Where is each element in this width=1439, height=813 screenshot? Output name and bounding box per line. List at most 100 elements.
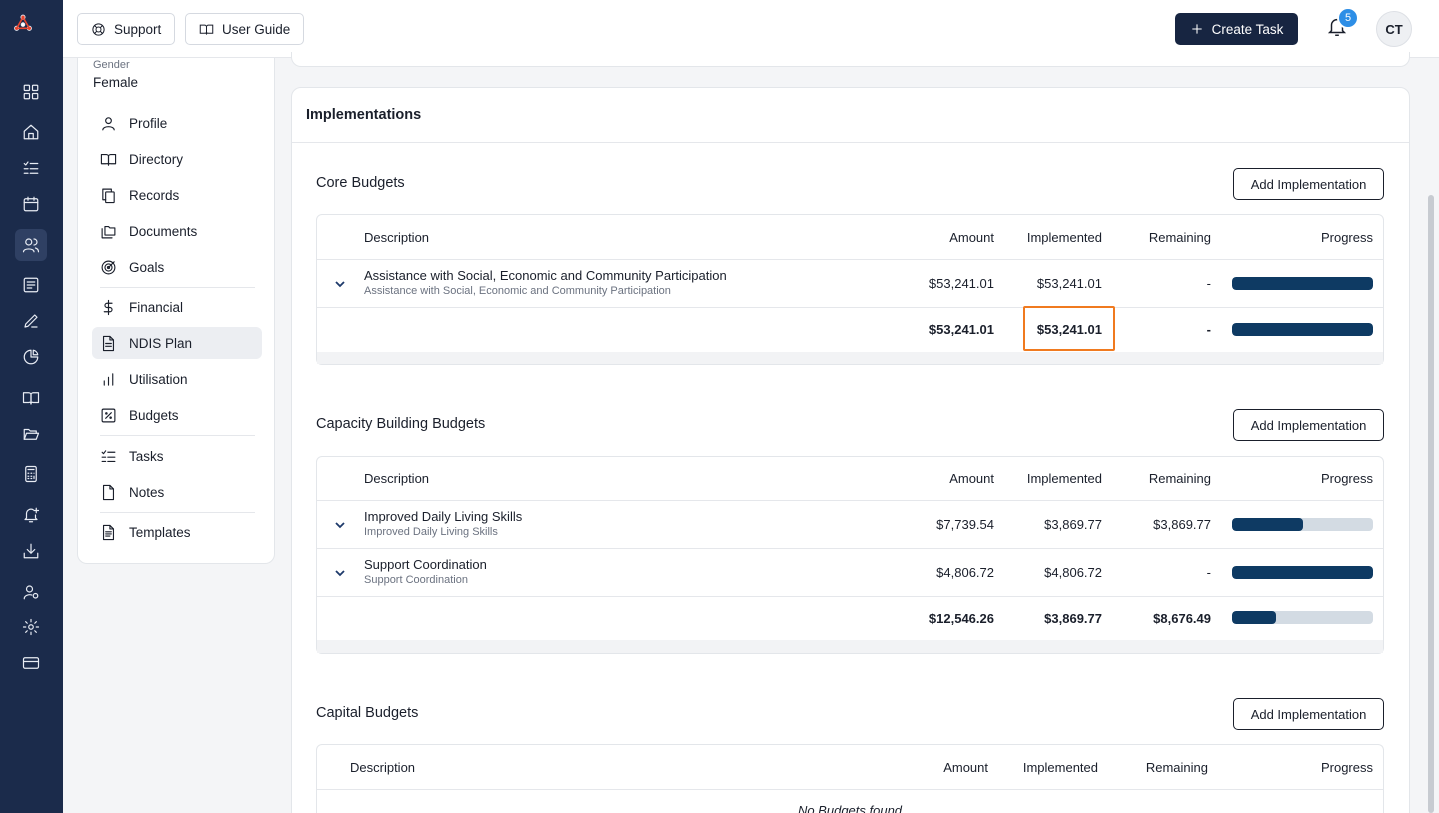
checklist-icon[interactable] [15,152,47,184]
row-amount: $53,241.01 [928,276,994,291]
row-remaining: - [1206,565,1211,580]
table-header: Description Amount Implemented Remaining… [317,457,1383,500]
download-icon[interactable] [15,535,47,567]
empty-row: No Budgets found [317,789,1383,813]
client-nav-card: Gender Female Profile Directory Records … [77,58,275,564]
pie-chart-icon[interactable] [15,341,47,373]
col-remaining: Remaining [1148,471,1211,486]
bell-plus-icon[interactable] [15,499,47,531]
row-implemented: $3,869.77 [1044,517,1102,532]
lifebuoy-icon [92,22,105,36]
nav-item-financial[interactable]: Financial [92,291,262,323]
col-remaining: Remaining [1145,760,1208,775]
calculator-icon[interactable] [15,458,47,490]
row-subtitle: Support Coordination [364,574,468,586]
user-avatar[interactable]: CT [1376,11,1412,47]
user-guide-button[interactable]: User Guide [185,13,305,45]
row-name: Improved Daily Living Skills [364,509,523,524]
folders-icon [101,225,116,238]
list-checks-icon [101,449,116,462]
col-progress: Progress [1320,760,1373,775]
add-implementation-button[interactable]: Add Implementation [1233,698,1384,730]
credit-card-icon[interactable] [15,647,47,679]
total-implemented: $53,241.01 [1036,322,1102,337]
progress-fill [1232,611,1276,624]
target-icon [101,260,116,274]
nav-item-notes[interactable]: Notes [92,476,262,508]
table-row[interactable]: Support Coordination Support Coordinatio… [317,548,1383,596]
col-amount: Amount [949,471,994,486]
nav-item-label: Goals [129,259,165,275]
progress-fill [1232,323,1373,336]
nav-item-label: Records [129,187,180,203]
progress-fill [1232,277,1373,290]
total-remaining: $8,676.49 [1153,611,1211,626]
nav-item-label: Budgets [129,407,179,423]
add-implementation-button[interactable]: Add Implementation [1233,409,1384,441]
dashboard-icon[interactable] [15,76,47,108]
chevron-down-icon[interactable] [334,278,346,290]
col-progress: Progress [1320,230,1373,245]
chevron-down-icon[interactable] [334,567,346,579]
clients-icon[interactable] [15,229,47,261]
page-scrollbar[interactable] [1428,195,1434,813]
chevron-down-icon[interactable] [334,519,346,531]
nav-item-directory[interactable]: Directory [92,143,262,175]
nav-item-tasks[interactable]: Tasks [92,440,262,472]
nav-item-label: Directory [129,151,184,167]
col-description: Description [364,230,430,245]
user-icon [102,116,115,130]
book-open-icon[interactable] [15,382,47,414]
row-subtitle: Improved Daily Living Skills [364,526,498,538]
pen-icon[interactable] [15,305,47,337]
file-lines-icon [102,524,115,540]
user-guide-label: User Guide [222,21,291,37]
nav-item-templates[interactable]: Templates [92,516,262,548]
progress-bar [1232,518,1373,531]
nav-item-label: Documents [129,223,198,239]
total-implemented: $3,869.77 [1044,611,1102,626]
nav-item-budgets[interactable]: Budgets [92,399,262,431]
table-header: Description Amount Implemented Remaining… [317,745,1383,789]
table-row[interactable]: Assistance with Social, Economic and Com… [317,259,1383,307]
home-icon[interactable] [15,116,47,148]
highlight-box [1023,306,1115,351]
app-logo-icon[interactable] [14,14,48,48]
progress-bar [1232,277,1373,290]
capacity-budgets-title: Capacity Building Budgets [316,416,486,432]
nav-item-goals[interactable]: Goals [92,251,262,283]
total-row: $53,241.01 $53,241.01 - [317,307,1383,351]
nav-item-utilisation[interactable]: Utilisation [92,363,262,395]
support-button[interactable]: Support [77,13,176,45]
list-box-icon[interactable] [15,269,47,301]
add-implementation-button[interactable]: Add Implementation [1233,168,1384,200]
table-row[interactable]: Improved Daily Living Skills Improved Da… [317,500,1383,548]
total-amount: $53,241.01 [928,322,994,337]
calendar-icon[interactable] [15,188,47,220]
user-settings-icon[interactable] [15,576,47,608]
gender-label: Gender [93,59,130,71]
create-task-button[interactable]: Create Task [1175,13,1298,45]
nav-item-documents[interactable]: Documents [92,215,262,247]
row-implemented: $53,241.01 [1036,276,1102,291]
folder-open-icon[interactable] [15,418,47,450]
book-open-icon [199,24,214,35]
nav-item-ndis-plan[interactable]: NDIS Plan [92,327,262,359]
create-task-label: Create Task [1211,21,1284,37]
app-rail [0,0,63,813]
nav-item-profile[interactable]: Profile [92,107,262,139]
progress-fill [1232,566,1373,579]
summary-card [291,52,1410,67]
dollar-icon [103,299,113,315]
capital-budgets-table: Description Amount Implemented Remaining… [316,744,1384,813]
progress-bar [1232,611,1373,624]
col-implemented: Implemented [1022,760,1098,775]
row-implemented: $4,806.72 [1044,565,1102,580]
nav-item-label: Financial [129,299,184,315]
nav-item-records[interactable]: Records [92,179,262,211]
gear-icon[interactable] [15,611,47,643]
row-name: Support Coordination [364,557,487,572]
implementations-card: Implementations [291,87,1410,813]
capital-budgets-title: Capital Budgets [316,705,419,721]
row-remaining: $3,869.77 [1153,517,1211,532]
